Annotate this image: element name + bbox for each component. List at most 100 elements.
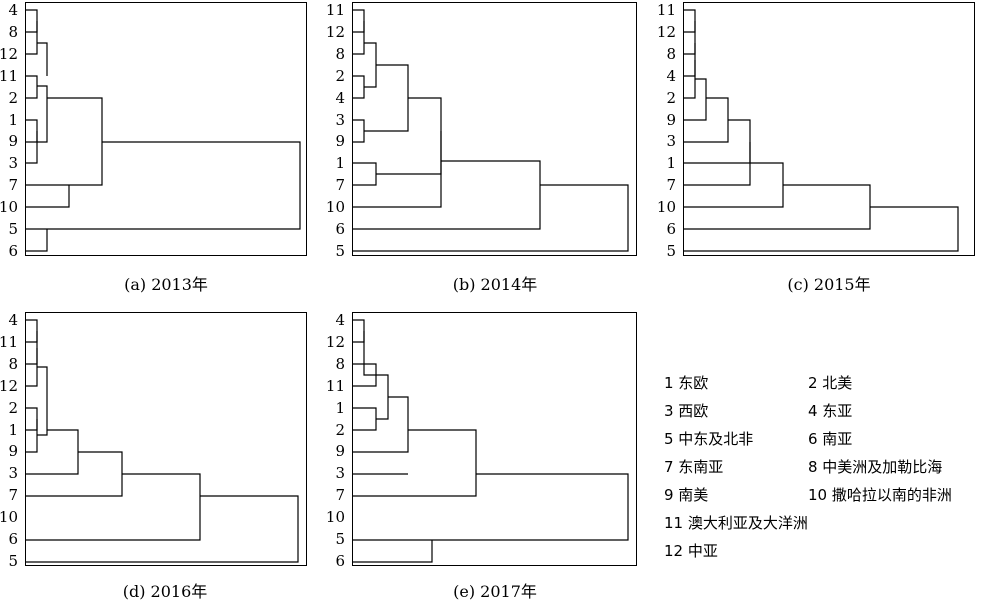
panel-caption: (a) 2013年 <box>124 275 208 294</box>
merge-branch <box>352 319 365 343</box>
leaf-label: 3 <box>335 110 345 129</box>
leaf-label: 6 <box>666 220 676 238</box>
leaf-label: 11 <box>325 1 345 19</box>
leaf-label: 6 <box>8 241 18 260</box>
merge-branch <box>37 366 48 436</box>
leaf-label: 4 <box>335 311 345 329</box>
dendrogram-frame <box>25 2 307 256</box>
merge-branch <box>25 75 38 99</box>
leaf-label: 3 <box>335 464 345 483</box>
leaf-label: 1 <box>335 398 345 417</box>
leaf-label: 8 <box>666 44 676 63</box>
legend-item: 2 北美 <box>808 374 853 392</box>
leaf-label: 4 <box>335 88 345 107</box>
legend-item: 4 东亚 <box>808 402 853 420</box>
merge-branch <box>683 60 696 99</box>
legend-item: 3 西欧 <box>664 402 709 420</box>
merge-branch <box>352 184 629 252</box>
leaf-label: 5 <box>335 241 345 260</box>
dendrogram-frame <box>683 2 975 256</box>
legend-item: 11 澳大利亚及大洋洲 <box>664 514 808 532</box>
leaf-label: 11 <box>0 332 18 351</box>
leaf-label: 2 <box>335 420 345 439</box>
merge-branch <box>37 42 48 76</box>
leaf-label: 5 <box>335 530 345 548</box>
leaf-label: 1 <box>8 420 18 439</box>
leaf-label: 7 <box>335 486 345 505</box>
merge-branch <box>683 78 707 121</box>
panel-caption: (e) 2017年 <box>453 582 537 601</box>
merge-branch <box>376 374 389 420</box>
leaf-label: 6 <box>335 551 345 570</box>
merge-branch <box>352 396 409 453</box>
merge-branch <box>352 131 442 208</box>
leaf-label: 10 <box>325 508 345 527</box>
leaf-label: 10 <box>656 198 676 217</box>
leaf-label: 9 <box>666 110 676 129</box>
leaf-label: 2 <box>335 66 345 85</box>
leaf-label: 10 <box>0 508 18 527</box>
merge-branch <box>37 85 48 143</box>
legend-item: 5 中东及北非 <box>664 430 754 448</box>
leaf-label: 9 <box>8 132 18 151</box>
merge-branch <box>352 160 541 230</box>
leaf-label: 2 <box>8 88 18 107</box>
leaf-label: 3 <box>8 464 18 483</box>
leaf-label: 1 <box>335 154 345 173</box>
panel-caption: (c) 2015年 <box>787 275 871 294</box>
legend-item: 7 东南亚 <box>664 458 724 476</box>
leaf-label: 12 <box>0 376 18 395</box>
leaf-label: 11 <box>656 1 676 19</box>
merge-branch <box>352 407 377 431</box>
dendrogram-frame <box>352 2 637 256</box>
merge-branch <box>363 331 376 376</box>
panel-caption: (d) 2016年 <box>122 582 208 601</box>
leaf-label: 6 <box>335 220 345 238</box>
merge-branch <box>25 495 299 563</box>
panel-caption: (b) 2014年 <box>452 275 538 294</box>
leaf-label: 8 <box>8 22 18 41</box>
leaf-label: 12 <box>325 22 345 41</box>
merge-branch <box>25 141 301 230</box>
leaf-label: 10 <box>0 198 18 217</box>
leaf-label: 4 <box>666 66 676 85</box>
merge-branch <box>352 540 433 563</box>
leaf-label: 8 <box>335 44 345 63</box>
leaf-label: 3 <box>8 154 18 173</box>
leaf-label: 7 <box>335 176 345 195</box>
leaf-label: 5 <box>666 241 676 260</box>
leaf-label: 7 <box>8 486 18 505</box>
merge-branch <box>683 142 751 186</box>
leaf-label: 2 <box>8 398 18 417</box>
leaf-label: 6 <box>8 530 18 548</box>
merge-branch <box>25 348 38 387</box>
legend-item: 12 中亚 <box>664 542 718 560</box>
legend-item: 8 中美洲及加勒比海 <box>808 458 943 476</box>
leaf-label: 12 <box>325 332 345 351</box>
merge-branch <box>25 473 201 541</box>
dendrogram-frame <box>352 312 637 566</box>
leaf-label: 12 <box>656 22 676 41</box>
leaf-label: 5 <box>8 551 18 570</box>
leaf-label: 4 <box>8 311 18 329</box>
leaf-label: 1 <box>8 110 18 129</box>
leaf-label: 8 <box>335 354 345 373</box>
leaf-label: 11 <box>0 66 18 85</box>
leaf-label: 1 <box>666 154 676 173</box>
leaf-label: 10 <box>325 198 345 217</box>
leaf-label: 11 <box>325 376 345 395</box>
legend-item: 6 南亚 <box>808 430 853 448</box>
leaf-label: 5 <box>8 220 18 238</box>
leaf-label: 7 <box>666 176 676 195</box>
merge-branch <box>25 21 38 55</box>
merge-branch <box>25 229 48 252</box>
legend-item: 9 南美 <box>664 486 709 504</box>
leaf-label: 7 <box>8 176 18 195</box>
leaf-label: 9 <box>335 442 345 461</box>
merge-branch <box>25 185 70 208</box>
merge-branch <box>352 21 365 55</box>
